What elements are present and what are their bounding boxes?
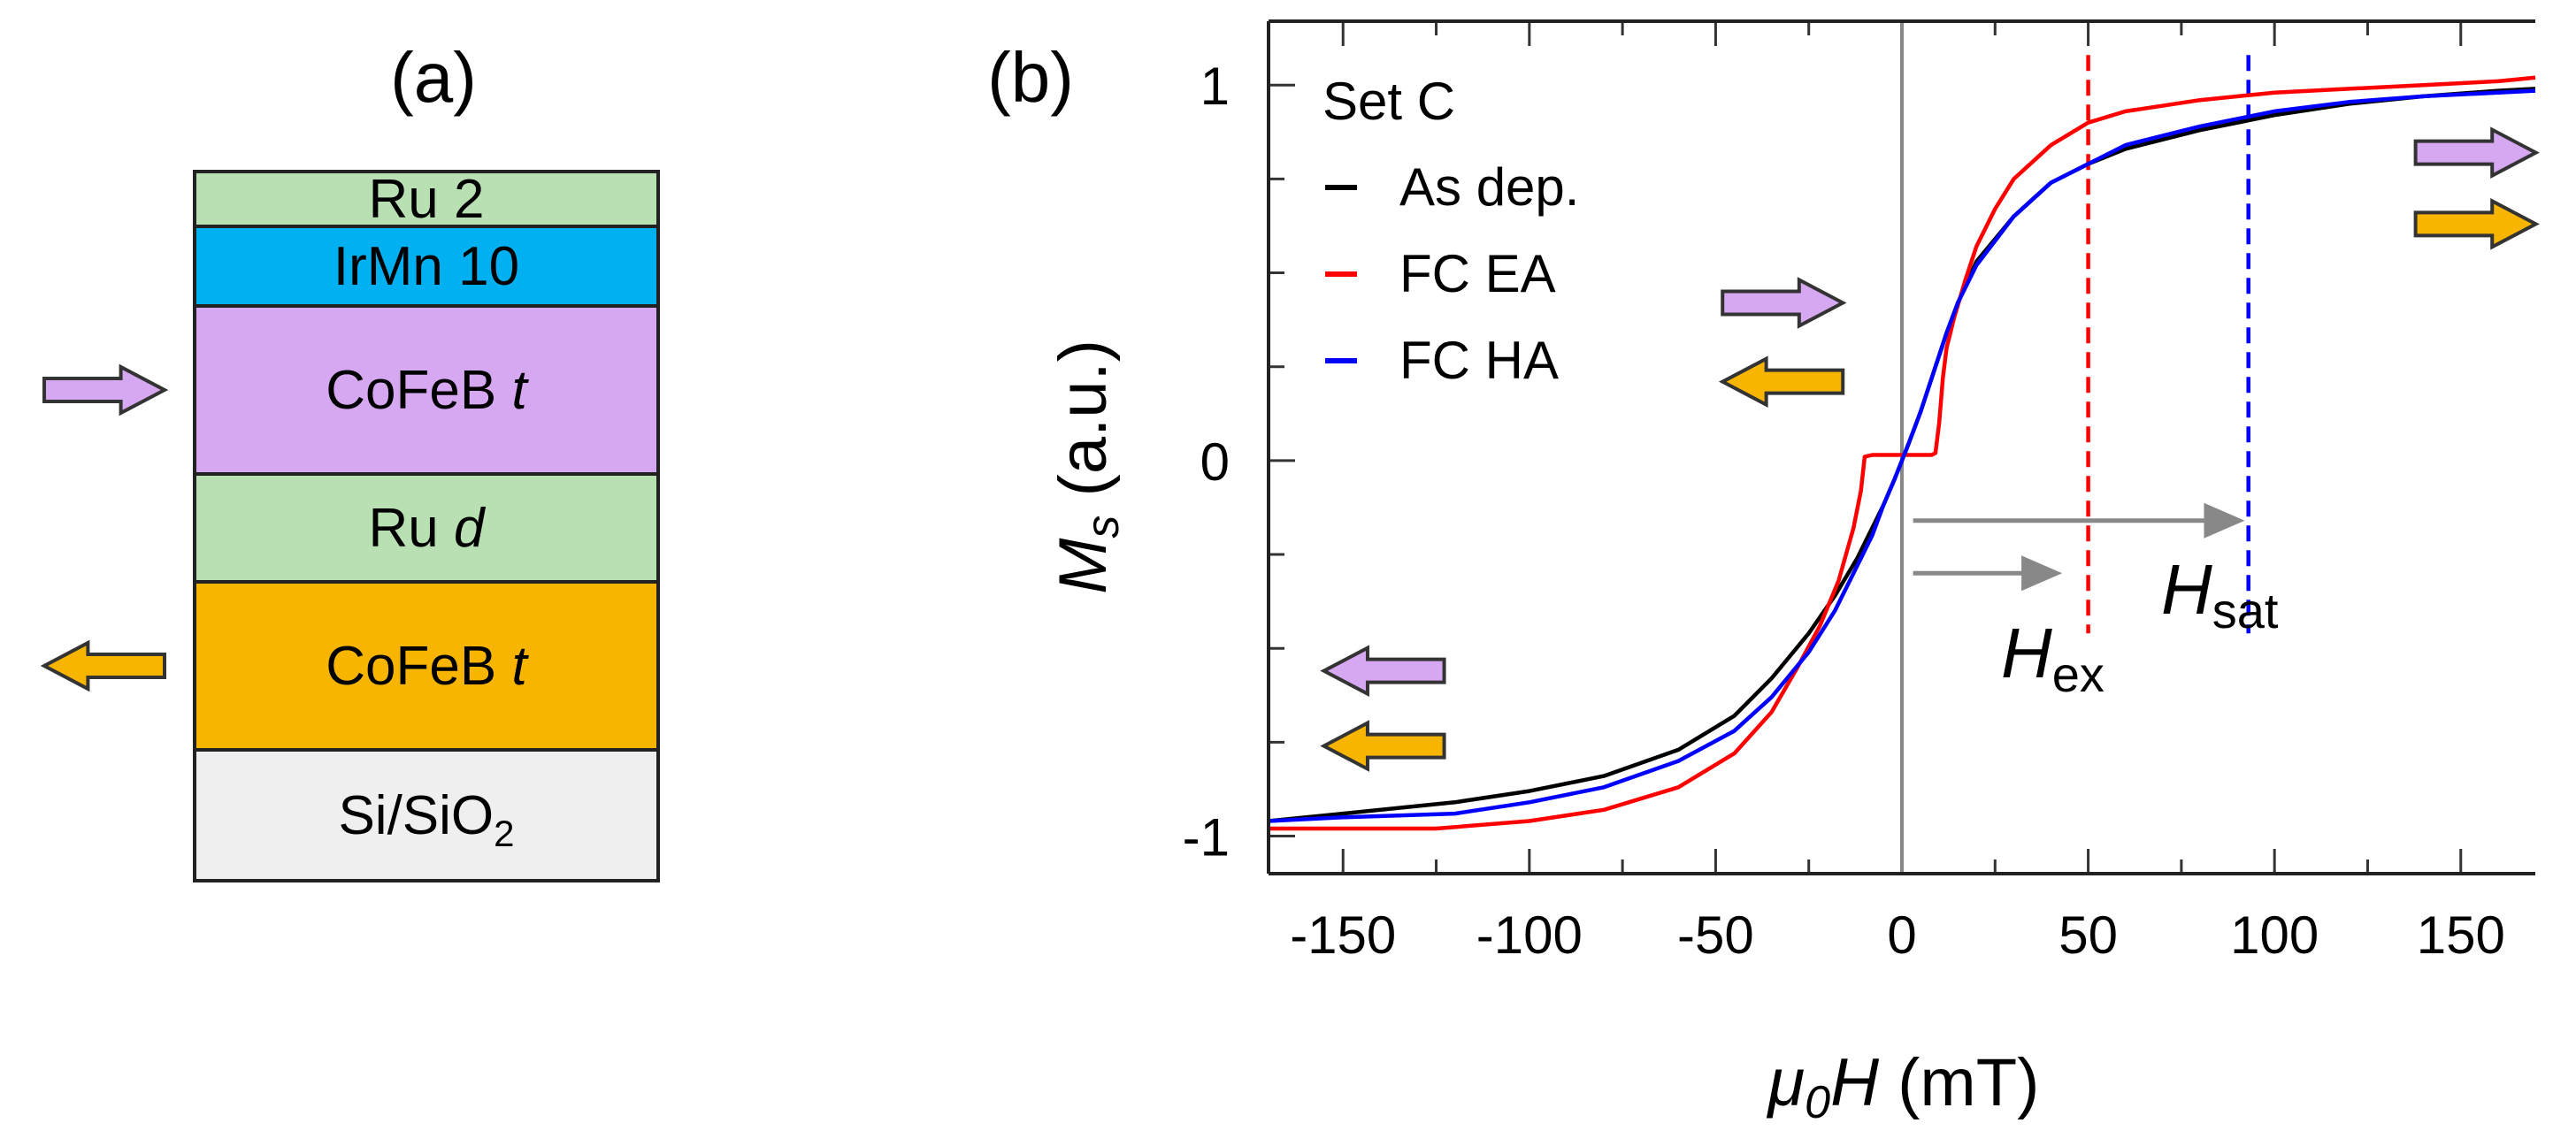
layer-cofeb-top: CoFeB t xyxy=(193,304,660,476)
layer-cofeb-top-label: CoFeB t xyxy=(326,360,529,421)
state-high-bottom-arrow xyxy=(2413,198,2540,250)
state-mid-top-arrow xyxy=(1721,277,1847,329)
state-low-bottom-arrow xyxy=(1320,720,1446,772)
x-tick-label: -100 xyxy=(1476,905,1583,965)
legend-label: FC EA xyxy=(1399,244,1556,303)
state-mid-bottom-arrow xyxy=(1718,355,1845,408)
x-axis-mu-sub: 0 xyxy=(1805,1077,1830,1128)
axis-ticks: -150 -100 -50 0 50 100 150 -1 0 1 xyxy=(1183,21,2505,965)
moment-arrow-right xyxy=(42,363,169,416)
h-sat-label: Hsat xyxy=(2161,550,2279,638)
x-tick-label: 150 xyxy=(2417,905,2505,965)
layer-substrate-label: Si/SiO2 xyxy=(338,785,514,854)
layer-ru-spacer-label: Ru d xyxy=(369,498,487,559)
layer-cofeb-bottom: CoFeB t xyxy=(193,580,660,752)
layer-substrate-box xyxy=(193,748,660,882)
state-high-top-arrow xyxy=(2413,126,2540,179)
layer-irmn: IrMn 10 xyxy=(193,225,660,308)
layer-ru-spacer-box xyxy=(193,472,660,584)
x-tick-label: -50 xyxy=(1677,905,1754,965)
y-tick-label: 1 xyxy=(1200,57,1230,116)
h-sat-arrow-head xyxy=(2204,502,2245,539)
x-axis-var: H xyxy=(1830,1045,1879,1120)
x-axis-unit: (mT) xyxy=(1898,1045,2039,1120)
state-arrows xyxy=(1320,126,2540,772)
state-low-top-arrow xyxy=(1320,645,1446,697)
y-tick-label: -1 xyxy=(1183,808,1230,867)
series-fc-ha-line xyxy=(1268,88,2536,823)
series-fc-ea-line xyxy=(1269,75,2536,831)
legend-title: Set C xyxy=(1322,72,1455,131)
layer-ru-spacer: Ru d xyxy=(193,472,660,584)
h-ex-label: Hex xyxy=(2001,614,2104,702)
field-annotations: Hex Hsat xyxy=(1913,502,2279,702)
plot-frame xyxy=(1267,19,2535,875)
y-tick-label: 0 xyxy=(1200,432,1230,492)
layer-ru-cap-label: Ru 2 xyxy=(369,169,485,230)
y-axis-var: M xyxy=(1046,538,1121,594)
x-tick-label: -150 xyxy=(1290,905,1396,965)
y-axis-title: Ms (a.u.) xyxy=(1046,340,1129,594)
legend-label: FC HA xyxy=(1399,331,1559,390)
panel-a-label: (a) xyxy=(390,38,477,117)
layer-ru-cap: Ru 2 xyxy=(193,169,660,230)
y-axis-unit: (a.u.) xyxy=(1046,340,1121,496)
x-tick-label: 0 xyxy=(1887,905,1916,965)
x-axis-title: μ0H (mT) xyxy=(1767,1045,2040,1128)
layer-irmn-label: IrMn 10 xyxy=(334,236,519,297)
layer-substrate: Si/SiO2 xyxy=(193,748,660,882)
y-axis-var-sub: s xyxy=(1077,516,1129,539)
legend-label: As dep. xyxy=(1399,157,1579,217)
h-ex-arrow-head xyxy=(2021,555,2063,592)
legend: Set C As dep. FC EA FC HA xyxy=(1322,72,1579,390)
layer-cofeb-top-box xyxy=(193,304,660,476)
x-tick-label: 100 xyxy=(2230,905,2319,965)
layer-ru-cap-box xyxy=(193,170,660,228)
panel-b: (b) -150 -100 -50 0 50 100 150 -1 0 1 Hex Hsat Set… xyxy=(987,19,2540,1128)
x-axis-mu: μ xyxy=(1767,1045,1806,1120)
panel-b-label: (b) xyxy=(987,38,1074,117)
svg-text:Ms (a.u.): Ms (a.u.) xyxy=(1046,340,1129,594)
moment-arrow-left xyxy=(40,639,166,692)
x-tick-label: 50 xyxy=(2058,905,2118,965)
moment-arrows xyxy=(40,363,169,692)
layer-irmn-box xyxy=(193,225,660,308)
reference-lines xyxy=(1900,21,2250,874)
curves xyxy=(1268,75,2536,831)
layer-cofeb-bottom-label: CoFeB t xyxy=(326,636,529,697)
